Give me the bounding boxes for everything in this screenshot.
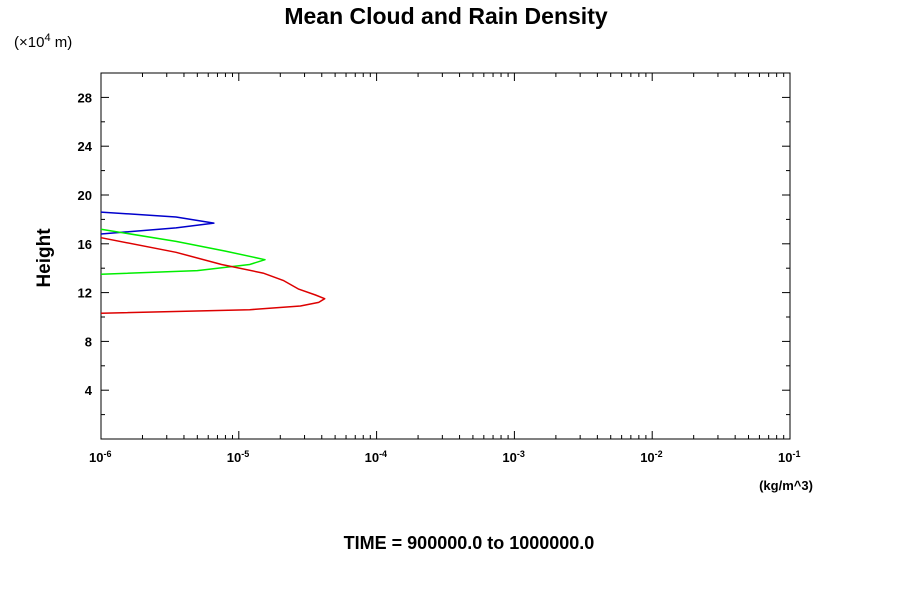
y-tick-label: 12: [78, 286, 92, 301]
x-tick-label: 10-1: [778, 449, 800, 465]
y-tick-label: 20: [78, 188, 92, 203]
y-tick-label: 4: [85, 383, 93, 398]
x-tick-label: 10-2: [640, 449, 662, 465]
x-axis-unit: (kg/m^3): [759, 478, 813, 493]
x-tick-label: 10-6: [89, 449, 111, 465]
y-tick-label: 16: [78, 237, 92, 252]
y-tick-label: 28: [78, 90, 92, 105]
chart-title: Mean Cloud and Rain Density: [284, 3, 608, 29]
series-layer: [100, 211, 326, 315]
x-tick-label: 10-4: [365, 449, 387, 465]
y-tick-label: 24: [78, 139, 93, 154]
series-line-0: [100, 211, 215, 235]
y-axis-label: Height: [34, 228, 55, 288]
y-scale-note: (×104 m): [14, 32, 72, 51]
x-tick-label: 10-5: [227, 449, 249, 465]
y-tick-label: 8: [85, 334, 92, 349]
y-axis-ticks: 4 8 12 16 20 24 28: [78, 90, 790, 416]
plot-frame: [100, 72, 791, 440]
x-tick-label: 10-3: [502, 449, 524, 465]
series-line-1: [100, 228, 266, 276]
series-line-2: [100, 236, 326, 315]
time-caption: TIME = 900000.0 to 1000000.0: [344, 533, 595, 553]
x-axis-ticks: 10-6 10-5 10-4 10-3 10-2 10-1: [89, 73, 800, 465]
